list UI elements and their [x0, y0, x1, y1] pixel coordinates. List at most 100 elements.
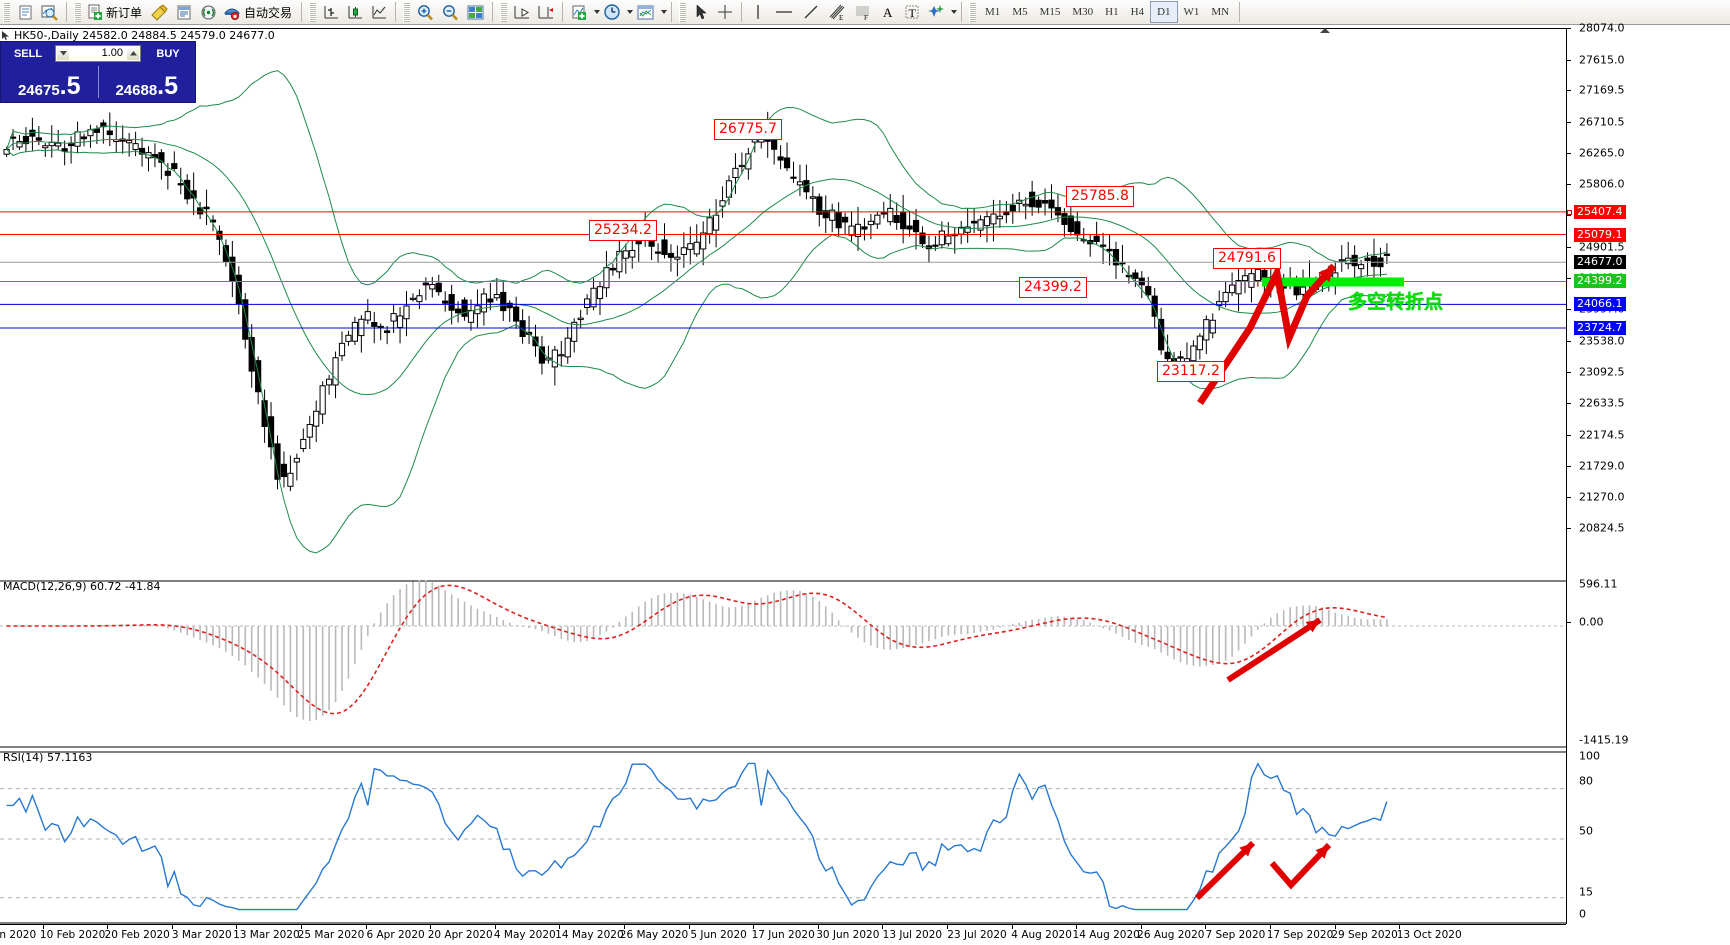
candlestick	[1009, 193, 1016, 224]
data-window-icon[interactable]	[14, 1, 36, 23]
timeframe-m5[interactable]: M5	[1012, 6, 1028, 18]
macd-trend-arrow[interactable]	[1226, 617, 1322, 683]
timeframe-m1[interactable]: M1	[985, 6, 1001, 18]
timeframe-h1[interactable]: H1	[1105, 6, 1119, 18]
toolbar-grip[interactable]	[403, 2, 411, 22]
toolbar-grip[interactable]	[500, 2, 508, 22]
navigator-icon[interactable]	[173, 1, 195, 23]
price-axis-tick-label: 22633.5	[1579, 396, 1625, 410]
text-icon[interactable]: A	[877, 1, 899, 23]
cursor-arrow-icon[interactable]	[690, 1, 712, 23]
price-chart-pane[interactable]	[0, 28, 1566, 554]
volume-stepper[interactable]: 1.00	[55, 45, 141, 62]
rsi-trend-arrow-1[interactable]	[1194, 840, 1256, 901]
price-axis-tick	[1567, 122, 1571, 124]
date-axis-tick	[1011, 925, 1013, 929]
price-axis-tick-label: 28074.0	[1579, 21, 1625, 35]
timeframe-m15[interactable]: M15	[1039, 6, 1061, 18]
candlestick	[577, 309, 584, 329]
timeframe-mn[interactable]: MN	[1211, 6, 1230, 18]
sell-price-button[interactable]: 24675 .5	[1, 63, 98, 101]
signals-icon[interactable]	[197, 1, 219, 23]
bar-chart-icon[interactable]	[320, 1, 342, 23]
vertical-line-icon[interactable]	[747, 1, 769, 23]
price-tag-24791[interactable]: 24791.6	[1213, 248, 1281, 269]
auto-scroll-icon[interactable]	[511, 1, 533, 23]
toolbar-grip[interactable]	[74, 2, 81, 22]
price-axis-tick	[1567, 434, 1571, 436]
template-icon[interactable]	[634, 1, 657, 23]
price-axis-tick	[1567, 246, 1571, 248]
macd-pane[interactable]	[0, 580, 1566, 748]
chevron-down-icon[interactable]	[627, 10, 634, 14]
candlestick	[435, 274, 442, 296]
trendline-icon[interactable]	[799, 1, 823, 23]
toolbar-grip[interactable]	[969, 2, 977, 22]
support-zone-marker[interactable]	[1262, 277, 1404, 287]
buy-label[interactable]: BUY	[156, 47, 180, 60]
volume-input[interactable]: 1.00	[70, 46, 126, 61]
price-axis-tag-25079-1[interactable]: 25079.1	[1574, 227, 1626, 242]
oct-price-row: 24675 .5 24688 .5	[1, 63, 195, 101]
crosshair-icon[interactable]	[714, 1, 736, 23]
timeframe-h4[interactable]: H4	[1130, 6, 1145, 18]
fibonacci-icon[interactable]: F	[851, 1, 875, 23]
chevron-down-icon[interactable]	[594, 10, 601, 14]
price-tag-26775[interactable]: 26775.7	[714, 119, 782, 140]
price-tag-25234[interactable]: 25234.2	[589, 220, 657, 241]
zoom-in-icon[interactable]	[414, 1, 437, 23]
toolbar-grip[interactable]	[679, 2, 687, 22]
volume-decrease-button[interactable]	[56, 46, 70, 61]
price-tag-23117[interactable]: 23117.2	[1157, 361, 1225, 382]
price-trend-arrow[interactable]	[1197, 261, 1337, 405]
tile-windows-icon[interactable]	[464, 1, 487, 23]
candlestick	[603, 251, 610, 298]
price-axis[interactable]: 28074.0 27615.0 27169.5 26710.5 26265.0 25806…	[1566, 22, 1730, 924]
line-handle[interactable]	[1567, 209, 1572, 215]
horizontal-line-icon[interactable]	[771, 1, 797, 23]
candlestick	[816, 193, 823, 227]
rsi-trend-arrow-2[interactable]	[1269, 842, 1332, 890]
price-axis-tag-25407-4[interactable]: 25407.4	[1574, 204, 1626, 219]
candlestick	[255, 356, 262, 405]
price-axis-tag-24066-1[interactable]: 24066.1	[1574, 297, 1626, 312]
price-axis-tag-24399-2[interactable]: 24399.2	[1574, 274, 1626, 289]
toolbar-grip[interactable]	[3, 2, 10, 22]
buy-price-button[interactable]: 24688 .5	[99, 63, 196, 101]
price-axis-tick	[1567, 152, 1571, 154]
new-order-button[interactable]: 新订单	[85, 1, 146, 23]
candlestick-icon[interactable]	[344, 1, 366, 23]
volume-increase-button[interactable]	[126, 46, 140, 61]
price-axis-tag-24677-0[interactable]: 24677.0	[1574, 255, 1626, 270]
text-label-icon[interactable]: T	[901, 1, 923, 23]
price-axis-tag-23724-7[interactable]: 23724.7	[1574, 320, 1626, 335]
add-indicator-icon[interactable]	[568, 1, 590, 23]
shapes-icon[interactable]	[925, 1, 947, 23]
price-tag-25785[interactable]: 25785.8	[1066, 186, 1134, 207]
candlestick	[274, 435, 281, 490]
metaeditor-icon[interactable]	[148, 1, 171, 23]
one-click-trading-panel[interactable]: SELL 1.00 BUY 24675 .5 24688 .5	[0, 41, 196, 103]
channel-icon[interactable]: E	[825, 1, 849, 23]
timeframe-w1[interactable]: W1	[1183, 6, 1200, 18]
rsi-pane[interactable]	[0, 751, 1566, 924]
clock-icon[interactable]	[601, 1, 623, 23]
chart-scroll-indicator[interactable]	[1320, 28, 1330, 33]
price-axis-tick-label: 22174.5	[1579, 428, 1625, 442]
price-tag-24399[interactable]: 24399.2	[1019, 277, 1087, 298]
chevron-down-icon[interactable]	[951, 10, 958, 14]
expert-advisor-icon[interactable]: 自动交易	[221, 1, 296, 23]
line-chart-icon[interactable]	[368, 1, 390, 23]
chevron-down-icon[interactable]	[661, 10, 668, 14]
chart-shift-icon[interactable]	[535, 1, 557, 23]
magnifier-chart-icon[interactable]	[38, 1, 61, 23]
zoom-out-icon[interactable]	[439, 1, 462, 23]
candlestick	[429, 276, 436, 298]
rsi-axis-tick-label: 0	[1579, 907, 1586, 921]
timeframe-d1[interactable]: D1	[1150, 1, 1178, 23]
sell-label[interactable]: SELL	[13, 47, 43, 60]
toolbar-grip[interactable]	[309, 2, 317, 22]
candlestick	[519, 309, 526, 344]
timeframe-m30[interactable]: M30	[1072, 6, 1094, 18]
